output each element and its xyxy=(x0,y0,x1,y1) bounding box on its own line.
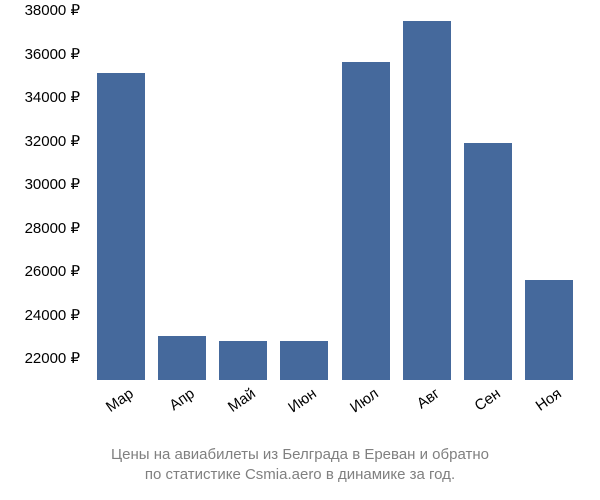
x-tick-label: Ноя xyxy=(533,385,565,415)
bar xyxy=(219,341,267,380)
y-tick-label: 36000 ₽ xyxy=(25,45,80,63)
y-tick-label: 22000 ₽ xyxy=(25,349,80,367)
x-tick-label: Июн xyxy=(286,385,321,416)
caption-line-2: по статистике Csmia.aero в динамике за г… xyxy=(145,466,455,483)
y-tick-label: 34000 ₽ xyxy=(25,88,80,106)
x-tick-label: Май xyxy=(225,385,259,416)
bar xyxy=(280,341,328,380)
y-tick-label: 28000 ₽ xyxy=(25,219,80,237)
x-tick-label: Авг xyxy=(414,385,443,412)
bar xyxy=(342,62,390,380)
bar xyxy=(97,73,145,380)
y-tick-label: 38000 ₽ xyxy=(25,1,80,19)
chart-caption: Цены на авиабилеты из Белграда в Ереван … xyxy=(0,445,600,486)
chart-plot-area xyxy=(90,10,580,380)
caption-line-1: Цены на авиабилеты из Белграда в Ереван … xyxy=(111,446,489,463)
bars-container xyxy=(90,10,580,380)
bar xyxy=(158,336,206,380)
bar xyxy=(525,280,573,380)
y-tick-label: 24000 ₽ xyxy=(25,306,80,324)
x-tick-label: Сен xyxy=(472,385,504,415)
x-axis: Мар Апр Май Июн Июл Авг Сен Ноя xyxy=(90,385,580,445)
y-tick-label: 32000 ₽ xyxy=(25,132,80,150)
bar xyxy=(403,21,451,380)
x-tick-label: Апр xyxy=(166,385,197,414)
y-axis: 22000 ₽ 24000 ₽ 26000 ₽ 28000 ₽ 30000 ₽ 32000… xyxy=(0,10,85,380)
y-tick-label: 30000 ₽ xyxy=(25,175,80,193)
x-tick-label: Мар xyxy=(103,385,137,416)
x-tick-label: Июл xyxy=(347,385,382,416)
y-tick-label: 26000 ₽ xyxy=(25,262,80,280)
bar xyxy=(464,143,512,380)
